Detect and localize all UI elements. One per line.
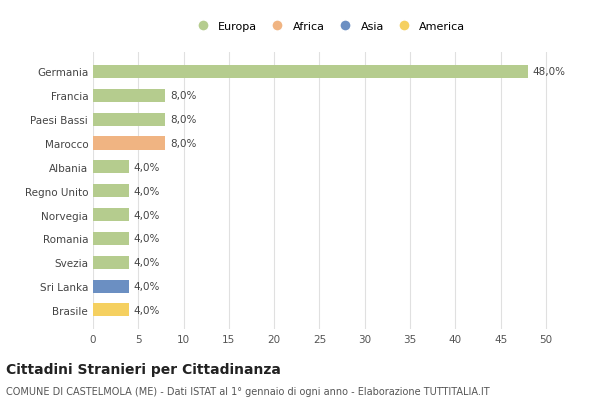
Text: 48,0%: 48,0% [532, 67, 565, 77]
Text: 8,0%: 8,0% [170, 115, 196, 125]
Text: 4,0%: 4,0% [134, 281, 160, 291]
Text: 8,0%: 8,0% [170, 91, 196, 101]
Bar [93, 66, 528, 79]
Bar [93, 209, 129, 222]
Bar [93, 232, 129, 245]
Text: 4,0%: 4,0% [134, 234, 160, 244]
Bar [93, 113, 166, 126]
Bar [93, 185, 129, 198]
Text: 4,0%: 4,0% [134, 210, 160, 220]
Text: COMUNE DI CASTELMOLA (ME) - Dati ISTAT al 1° gennaio di ogni anno - Elaborazione: COMUNE DI CASTELMOLA (ME) - Dati ISTAT a… [6, 387, 490, 396]
Text: Cittadini Stranieri per Cittadinanza: Cittadini Stranieri per Cittadinanza [6, 362, 281, 376]
Text: 8,0%: 8,0% [170, 139, 196, 148]
Text: 4,0%: 4,0% [134, 305, 160, 315]
Bar [93, 303, 129, 317]
Bar [93, 137, 166, 150]
Bar [93, 280, 129, 293]
Text: 4,0%: 4,0% [134, 186, 160, 196]
Bar [93, 256, 129, 269]
Text: 4,0%: 4,0% [134, 162, 160, 173]
Text: 4,0%: 4,0% [134, 258, 160, 267]
Legend: Europa, Africa, Asia, America: Europa, Africa, Asia, America [187, 17, 470, 36]
Bar [93, 161, 129, 174]
Bar [93, 90, 166, 103]
